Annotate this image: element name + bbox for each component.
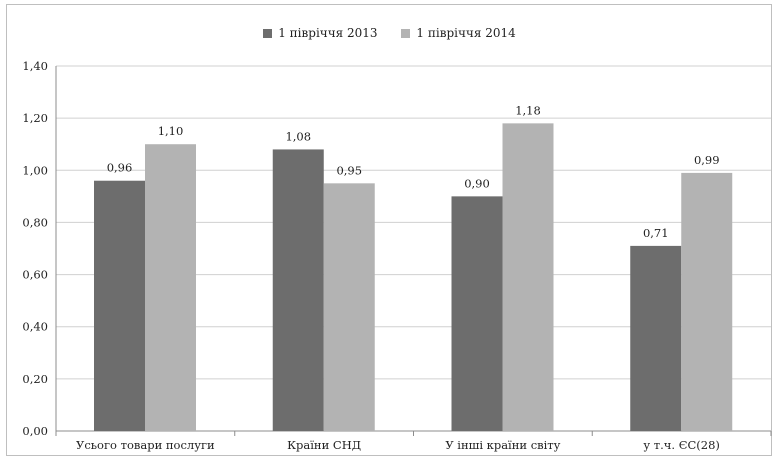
y-tick-label-2: 0,40 xyxy=(22,320,48,334)
legend-swatch-series-2 xyxy=(401,28,411,38)
data-label-s2-c1: 1,10 xyxy=(158,124,184,138)
data-label-s2-c4: 0,99 xyxy=(694,153,720,167)
data-label-s1-c2: 1,08 xyxy=(285,129,311,143)
bar-s1-c3 xyxy=(451,196,503,431)
data-label-s1-c1: 0,96 xyxy=(107,161,133,175)
data-label-s1-c4: 0,71 xyxy=(643,226,669,240)
y-tick-label-0: 0,00 xyxy=(22,424,48,438)
bar-s1-c4 xyxy=(630,245,682,431)
bar-s1-c2 xyxy=(272,149,324,431)
bar-s2-c4 xyxy=(681,172,733,431)
bar-s1-c1 xyxy=(94,180,145,431)
y-tick-label-7: 1,40 xyxy=(22,59,48,73)
y-tick-label-3: 0,60 xyxy=(22,268,48,282)
legend-swatch-series-1 xyxy=(263,28,273,38)
legend-label-series-2: 1 півріччя 2014 xyxy=(416,26,516,40)
legend-label-series-1: 1 півріччя 2013 xyxy=(278,26,378,40)
x-category-label-1: Усього товари послуги xyxy=(76,438,215,452)
y-tick-label-6: 1,20 xyxy=(22,111,48,125)
x-category-label-3: У інші країни світу xyxy=(445,438,560,452)
legend-item-series-2: 1 півріччя 2014 xyxy=(401,26,516,40)
bar-s2-c1 xyxy=(145,144,196,431)
x-category-label-2: Країни СНД xyxy=(287,438,361,452)
data-label-s1-c3: 0,90 xyxy=(464,176,490,190)
y-tick-label-4: 0,80 xyxy=(22,215,48,229)
x-category-label-4: у т.ч. ЄС(28) xyxy=(643,438,720,452)
legend-item-series-1: 1 півріччя 2013 xyxy=(263,26,378,40)
y-tick-label-1: 0,20 xyxy=(22,372,48,386)
data-label-s2-c3: 1,18 xyxy=(515,103,541,117)
bar-s2-c2 xyxy=(323,183,375,431)
chart-legend: 1 півріччя 2013 1 півріччя 2014 xyxy=(0,26,779,41)
data-label-s2-c2: 0,95 xyxy=(336,163,362,177)
y-tick-label-5: 1,00 xyxy=(22,163,48,177)
bar-s2-c3 xyxy=(502,123,554,431)
